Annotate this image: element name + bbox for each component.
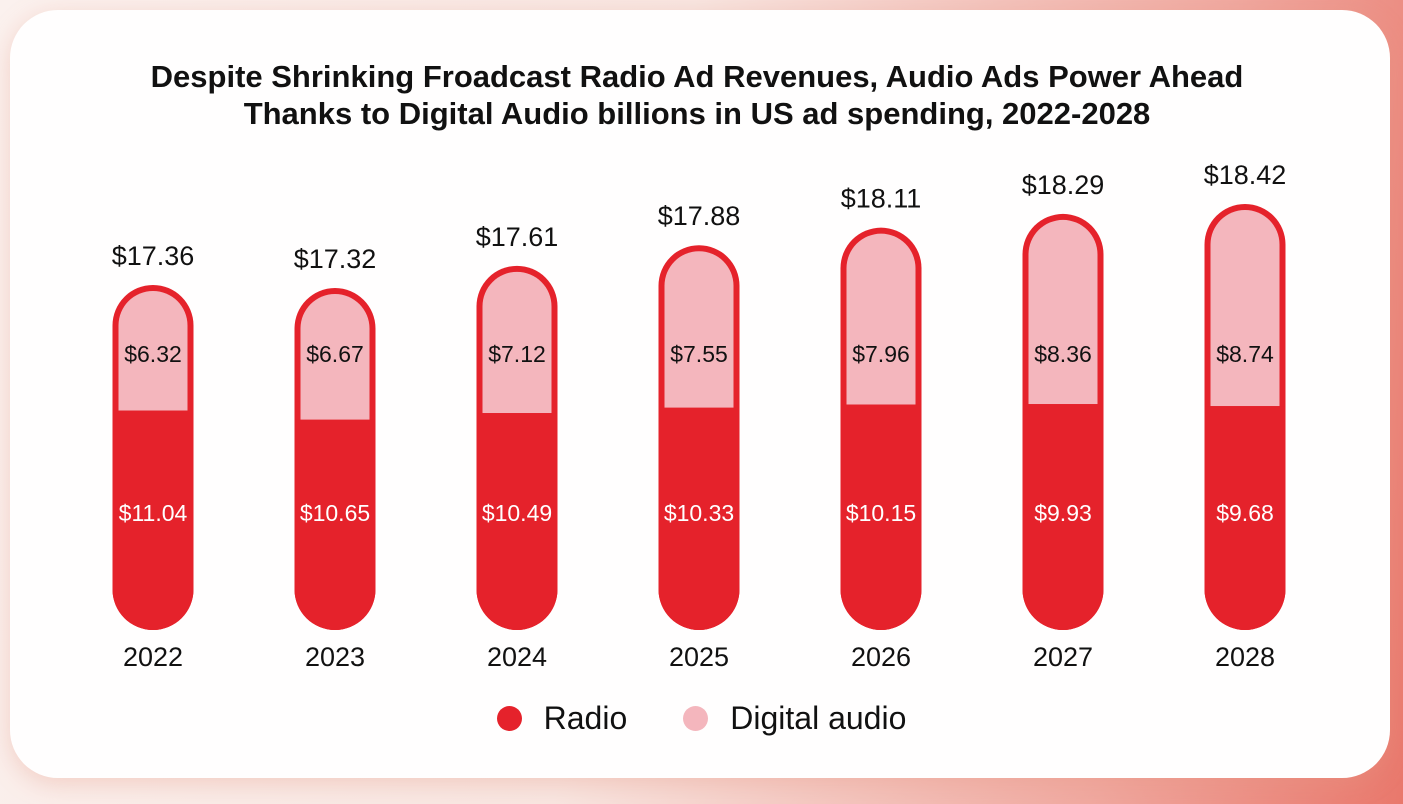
bar-segment-digital-audio — [300, 294, 370, 420]
digital-audio-value-label: $7.55 — [670, 341, 728, 367]
legend-item-digital-audio: Digital audio — [683, 700, 906, 737]
bar-segment-digital-audio — [118, 290, 188, 411]
bar-group-2027: $18.29 $8.36 $9.93 2027 — [1022, 170, 1105, 672]
legend-item-radio: Radio — [496, 700, 628, 737]
radio-value-label: $10.65 — [300, 500, 370, 526]
bar-group-2028: $18.42 $8.74 $9.68 2028 — [1204, 160, 1287, 672]
radio-value-label: $9.93 — [1034, 500, 1092, 526]
legend-label-digital-audio: Digital audio — [730, 700, 907, 736]
x-tick-label: 2026 — [851, 642, 911, 672]
chart-subtitle: Thanks to Digital Audio billions in US a… — [243, 96, 1151, 131]
bar-segment-digital-audio — [1028, 219, 1098, 405]
bar-segment-digital-audio — [664, 251, 734, 408]
bar-group-2024: $17.61 $7.12 $10.49 2024 — [476, 222, 559, 672]
bar-segment-digital-audio — [846, 233, 916, 405]
total-label: $17.61 — [476, 222, 559, 252]
legend-swatch-radio — [496, 706, 522, 731]
bar-segment-radio — [1204, 406, 1286, 630]
radio-value-label: $10.49 — [482, 500, 552, 526]
radio-value-label: $9.68 — [1216, 500, 1274, 526]
digital-audio-value-label: $6.32 — [124, 341, 182, 367]
total-label: $17.32 — [294, 244, 377, 274]
bar-group-2023: $17.32 $6.67 $10.65 2023 — [294, 244, 377, 672]
x-tick-label: 2027 — [1033, 642, 1093, 672]
total-label: $18.29 — [1022, 170, 1105, 200]
digital-audio-value-label: $6.67 — [306, 341, 364, 367]
legend: Radio Digital audio — [0, 700, 1403, 737]
bar-segment-radio — [476, 413, 558, 630]
bar-group-2026: $18.11 $7.96 $10.15 2026 — [840, 184, 922, 672]
digital-audio-value-label: $7.12 — [488, 341, 546, 367]
digital-audio-value-label: $7.96 — [852, 341, 910, 367]
total-label: $17.88 — [658, 201, 741, 231]
chart-title: Despite Shrinking Froadcast Radio Ad Rev… — [0, 58, 1394, 132]
radio-value-label: $10.15 — [846, 500, 916, 526]
x-tick-label: 2023 — [305, 642, 365, 672]
x-tick-label: 2022 — [123, 642, 183, 672]
x-tick-label: 2024 — [487, 642, 547, 672]
radio-value-label: $11.04 — [119, 500, 188, 526]
bar-segment-radio — [1022, 404, 1104, 630]
x-tick-label: 2025 — [669, 642, 729, 672]
bar-segment-radio — [294, 419, 376, 630]
digital-audio-value-label: $8.74 — [1216, 341, 1274, 367]
bar-segment-radio — [112, 410, 194, 630]
bar-group-2025: $17.88 $7.55 $10.33 2025 — [658, 201, 741, 672]
chart-title-line1: Despite Shrinking Froadcast Radio Ad Rev… — [150, 59, 1244, 94]
digital-audio-value-label: $8.36 — [1034, 341, 1092, 367]
bar-segment-digital-audio — [1210, 210, 1280, 407]
bar-group-2022: $17.36 $6.32 $11.04 2022 — [112, 241, 195, 672]
bar-segment-radio — [840, 404, 922, 630]
total-label: $18.42 — [1204, 160, 1287, 190]
radio-value-label: $10.33 — [664, 500, 734, 526]
bar-segment-radio — [658, 407, 740, 630]
legend-swatch-digital-audio — [683, 706, 709, 731]
x-tick-label: 2028 — [1215, 642, 1275, 672]
bar-segment-digital-audio — [482, 271, 552, 414]
total-label: $18.11 — [841, 184, 922, 214]
total-label: $17.36 — [112, 241, 195, 271]
legend-label-radio: Radio — [543, 700, 628, 736]
